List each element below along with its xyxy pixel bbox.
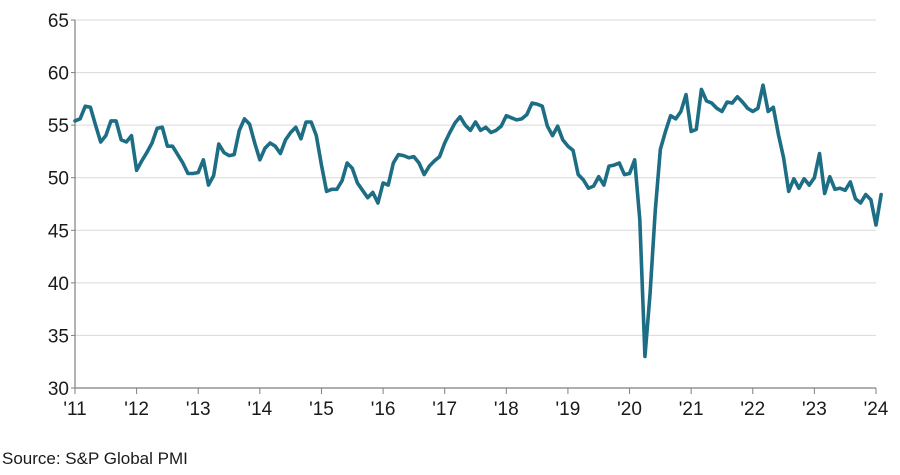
x-tick-label: '14: [247, 399, 272, 420]
y-tick-label: 60: [48, 64, 69, 85]
x-tick-label: '13: [186, 399, 211, 420]
x-tick-label: '23: [802, 399, 827, 420]
x-tick-label: '11: [63, 399, 86, 420]
x-tick-label: '17: [432, 399, 457, 420]
y-tick-label: 35: [48, 326, 69, 347]
axes: [71, 19, 877, 394]
y-tick-label: 40: [48, 274, 69, 295]
source-note: Source: S&P Global PMI: [2, 449, 188, 468]
x-tick-label: '21: [679, 399, 704, 420]
series-line-0: [73, 83, 883, 359]
tick-labels: 30 35 40 45 50 55 60 65 '11 '12 '13 '14 '15 '16 '17 '18…: [48, 11, 889, 420]
y-tick-label: 55: [48, 116, 69, 137]
x-tick-label: '18: [494, 399, 519, 420]
x-tick-label: '16: [371, 399, 396, 420]
x-tick-label: '22: [740, 399, 765, 420]
x-tick-label: '20: [617, 399, 642, 420]
x-tick-label: '15: [309, 399, 334, 420]
x-tick-label: '24: [864, 399, 889, 420]
y-tick-label: 65: [48, 11, 69, 32]
series-layer: [73, 83, 883, 359]
y-tick-label: 30: [48, 379, 69, 400]
gridlines: [75, 19, 876, 336]
x-tick-label: '12: [124, 399, 149, 420]
y-tick-label: 45: [48, 221, 69, 242]
y-tick-label: 50: [48, 169, 69, 190]
x-tick-label: '19: [556, 399, 581, 420]
